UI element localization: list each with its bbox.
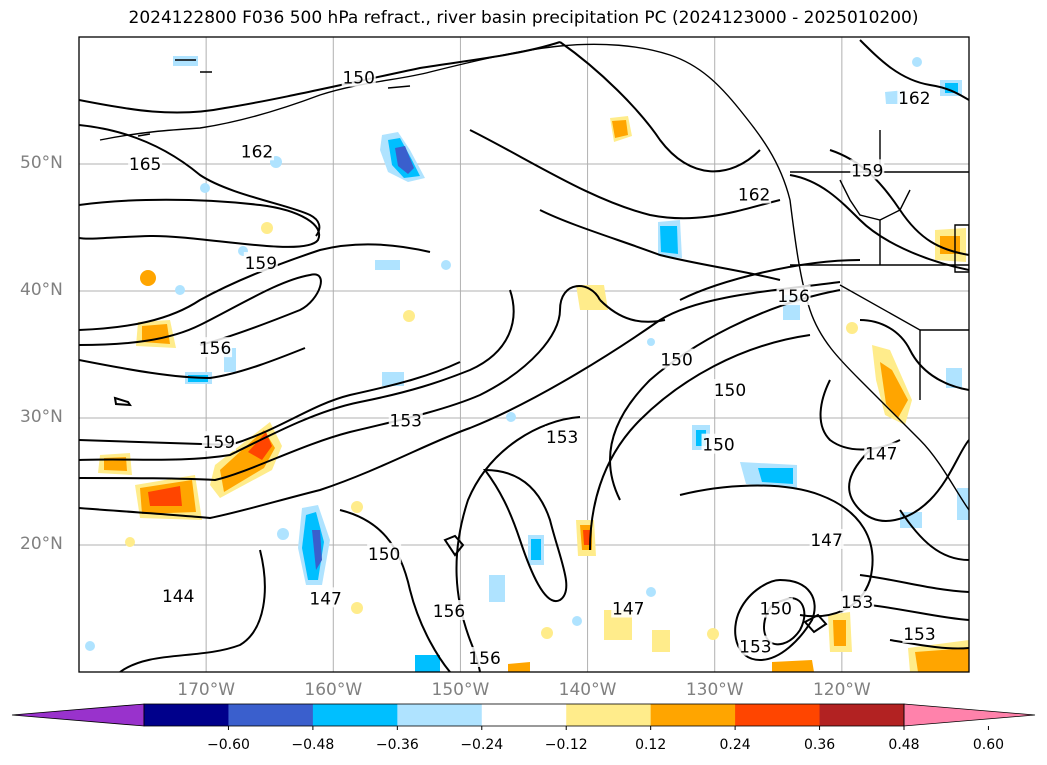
contour-label-background bbox=[367, 542, 402, 563]
height-contours bbox=[79, 39, 969, 672]
contour-label-background bbox=[388, 409, 423, 430]
contour-label-background bbox=[201, 431, 236, 452]
colorbar bbox=[11, 703, 1036, 730]
contour-label-background bbox=[545, 426, 580, 447]
contour-label: 156 bbox=[777, 287, 809, 307]
contour-label: 153 bbox=[903, 625, 935, 645]
longitude-tick-label: 150°W bbox=[431, 680, 490, 700]
contour-label-background bbox=[738, 635, 773, 656]
contour-label: 147 bbox=[309, 589, 341, 609]
contour-label-background bbox=[467, 647, 502, 668]
contour-label: 150 bbox=[342, 69, 374, 89]
colorbar-tick-label: −0.24 bbox=[460, 737, 504, 753]
contour-label-background bbox=[240, 140, 274, 161]
colorbar-low-extend bbox=[11, 703, 145, 727]
colorbar-swatch bbox=[397, 704, 483, 726]
contour-label-background bbox=[431, 600, 466, 621]
latitude-tick-label: 40°N bbox=[20, 280, 63, 300]
contour-label-background bbox=[850, 159, 885, 180]
contour-label: 159 bbox=[245, 254, 277, 274]
contour-label: 150 bbox=[368, 545, 400, 565]
colorbar-swatch bbox=[481, 704, 567, 726]
colorbar-swatch bbox=[819, 704, 905, 726]
contour-label-background bbox=[712, 379, 747, 400]
colorbar-swatch bbox=[144, 704, 229, 726]
contour-label-background bbox=[659, 348, 694, 369]
colorbar-tick-label: 0.24 bbox=[719, 737, 751, 753]
colorbar-tick-label: 0.48 bbox=[888, 737, 920, 753]
contour-label: 153 bbox=[841, 593, 873, 613]
colorbar-frame bbox=[143, 703, 905, 727]
colorbar-tick-label: 0.60 bbox=[972, 737, 1005, 753]
contour-label-background bbox=[737, 183, 772, 204]
contour-label-background bbox=[198, 337, 233, 358]
colorbar-swatch bbox=[650, 704, 736, 726]
contour-label-background bbox=[758, 597, 793, 618]
colorbar-tick-label: 0.36 bbox=[803, 737, 836, 753]
contour-label-background bbox=[701, 433, 736, 454]
contour-label-background bbox=[341, 66, 376, 87]
colorbar-tick-label: −0.36 bbox=[375, 737, 419, 753]
latitude-tick-label: 50°N bbox=[20, 153, 63, 173]
contour-label-background bbox=[308, 587, 343, 608]
contour-label-background bbox=[897, 86, 932, 107]
contour-label: 153 bbox=[546, 428, 578, 448]
colorbar-tick-label: −0.60 bbox=[206, 737, 250, 753]
contour-label-background bbox=[161, 584, 196, 605]
contour-label-background bbox=[902, 622, 937, 643]
contour-label-background bbox=[864, 442, 899, 463]
contour-label-background bbox=[243, 252, 278, 273]
longitude-tick-label: 130°W bbox=[685, 680, 744, 700]
contour-label: 144 bbox=[162, 587, 194, 607]
latitude-tick-label: 30°N bbox=[20, 407, 63, 427]
contour-label: 150 bbox=[714, 381, 746, 401]
contour-label-background bbox=[840, 591, 875, 612]
contour-label: 165 bbox=[129, 155, 161, 175]
colorbar-swatch bbox=[735, 704, 821, 726]
map-title: 2024122800 F036 500 hPa refract., river … bbox=[128, 8, 919, 28]
latitude-tick-label: 20°N bbox=[20, 534, 63, 554]
contour-label: 156 bbox=[468, 649, 500, 669]
contour-label: 153 bbox=[739, 638, 771, 658]
contour-label: 159 bbox=[203, 433, 235, 453]
contour-label: 147 bbox=[612, 600, 644, 620]
contour-label: 150 bbox=[760, 600, 792, 620]
colorbar-swatch bbox=[228, 704, 314, 726]
contour-label: 162 bbox=[241, 142, 273, 162]
contour-label: 159 bbox=[851, 161, 883, 181]
contour-label-background bbox=[128, 153, 163, 173]
contour-label: 147 bbox=[810, 531, 842, 551]
contour-label-background bbox=[809, 528, 844, 549]
contour-label: 150 bbox=[660, 351, 692, 371]
longitude-tick-label: 170°W bbox=[177, 680, 236, 700]
colorbar-swatch bbox=[312, 704, 398, 726]
colorbar-tick-label: −0.48 bbox=[291, 737, 335, 753]
contour-label: 147 bbox=[865, 445, 897, 465]
colorbar-high-extend bbox=[903, 703, 1036, 727]
longitude-tick-label: 160°W bbox=[304, 680, 363, 700]
contour-labels: 150 162 165 162 159 162 159 156 156 150 150 153 159 1… bbox=[128, 66, 937, 669]
colorbar-swatch bbox=[566, 704, 652, 726]
contour-label: 156 bbox=[199, 339, 231, 359]
longitude-tick-label: 140°W bbox=[558, 680, 617, 700]
map-frame bbox=[78, 36, 970, 673]
contour-label: 153 bbox=[390, 412, 422, 432]
contour-label: 162 bbox=[738, 185, 770, 205]
contour-label: 156 bbox=[433, 602, 465, 622]
contour-label-background bbox=[776, 285, 811, 306]
contour-label-background bbox=[611, 597, 646, 618]
longitude-tick-label: 120°W bbox=[812, 680, 871, 700]
colorbar-tick-label: −0.12 bbox=[544, 737, 588, 753]
colorbar-tick-label: 0.12 bbox=[635, 737, 667, 753]
contour-label: 162 bbox=[898, 89, 930, 109]
contour-label: 150 bbox=[702, 436, 734, 456]
